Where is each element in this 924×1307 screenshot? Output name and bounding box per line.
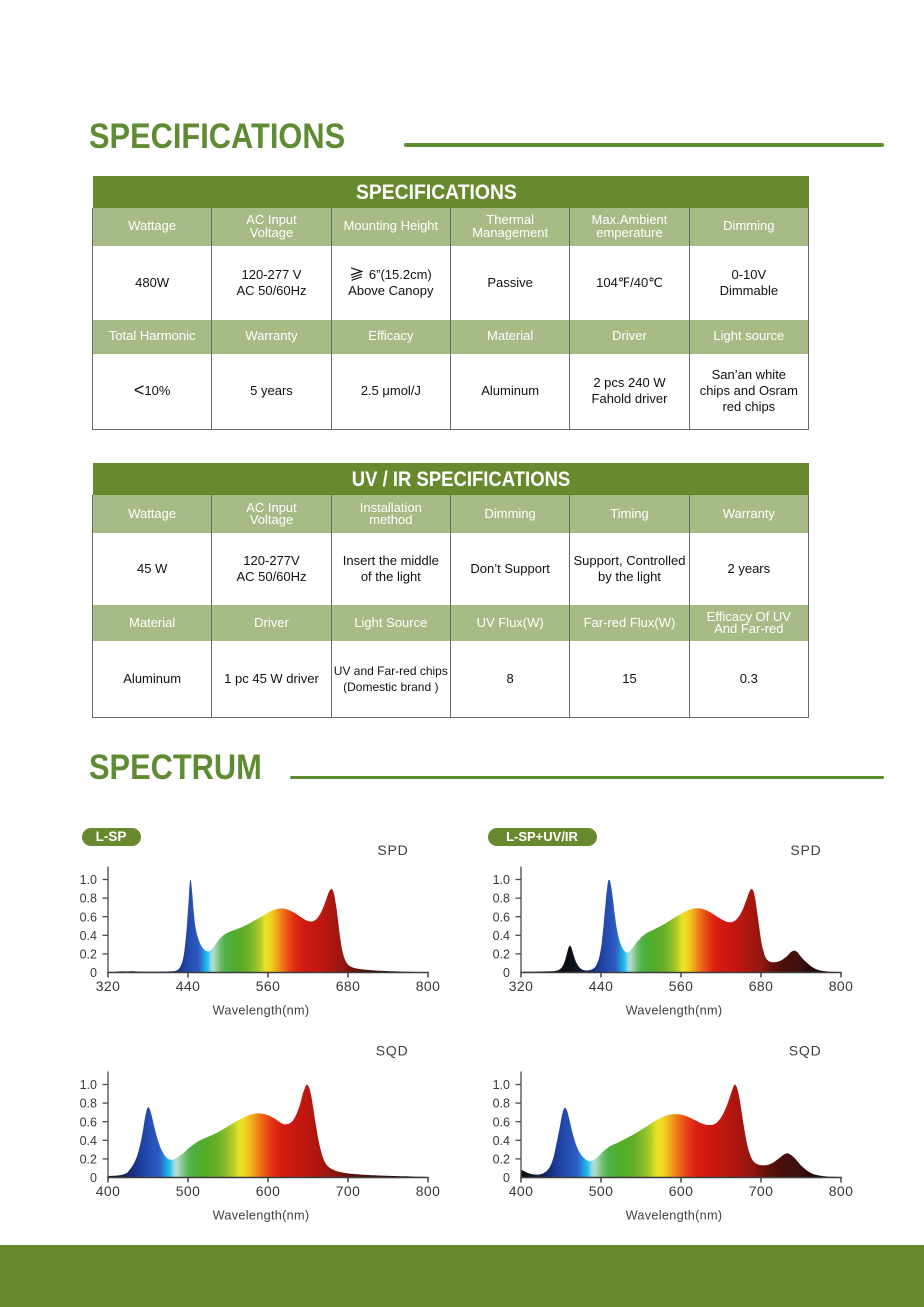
svg-text:320: 320 xyxy=(508,978,533,994)
svg-text:Wavelength(nm): Wavelength(nm) xyxy=(625,1003,722,1017)
svg-text:0: 0 xyxy=(90,1171,97,1185)
svg-text:600: 600 xyxy=(668,1183,693,1199)
svg-text:0.2: 0.2 xyxy=(492,948,509,962)
svg-text:Wavelength(nm): Wavelength(nm) xyxy=(213,1208,310,1222)
svg-text:1.0: 1.0 xyxy=(80,873,97,887)
svg-text:800: 800 xyxy=(828,978,853,994)
svg-text:SQD: SQD xyxy=(376,1043,409,1059)
svg-text:680: 680 xyxy=(748,978,773,994)
svg-text:0.4: 0.4 xyxy=(80,1134,97,1148)
svg-text:0: 0 xyxy=(503,966,510,980)
svg-text:400: 400 xyxy=(508,1183,533,1199)
svg-text:680: 680 xyxy=(336,978,361,994)
svg-text:400: 400 xyxy=(96,1183,121,1199)
svg-text:1.0: 1.0 xyxy=(492,1078,509,1092)
svg-text:800: 800 xyxy=(416,978,441,994)
svg-text:0.2: 0.2 xyxy=(80,1153,97,1167)
svg-text:600: 600 xyxy=(256,1183,281,1199)
svg-text:800: 800 xyxy=(416,1183,441,1199)
svg-text:0.6: 0.6 xyxy=(492,1115,509,1129)
svg-text:320: 320 xyxy=(96,978,121,994)
svg-text:0.2: 0.2 xyxy=(492,1153,509,1167)
svg-text:SQD: SQD xyxy=(788,1043,821,1059)
svg-text:SPD: SPD xyxy=(790,842,821,858)
svg-text:0.8: 0.8 xyxy=(492,892,509,906)
svg-text:700: 700 xyxy=(748,1183,773,1199)
svg-text:500: 500 xyxy=(176,1183,201,1199)
svg-text:0: 0 xyxy=(503,1171,510,1185)
svg-text:0.6: 0.6 xyxy=(80,1115,97,1129)
svg-text:0.8: 0.8 xyxy=(492,1097,509,1111)
svg-text:0: 0 xyxy=(90,966,97,980)
svg-text:Wavelength(nm): Wavelength(nm) xyxy=(625,1208,722,1222)
svg-text:1.0: 1.0 xyxy=(492,873,509,887)
svg-text:500: 500 xyxy=(588,1183,613,1199)
svg-text:440: 440 xyxy=(588,978,613,994)
svg-text:0.4: 0.4 xyxy=(492,1134,509,1148)
svg-text:0.2: 0.2 xyxy=(80,948,97,962)
svg-text:560: 560 xyxy=(668,978,693,994)
svg-text:0.6: 0.6 xyxy=(492,910,509,924)
svg-text:0.4: 0.4 xyxy=(80,929,97,943)
svg-text:1.0: 1.0 xyxy=(80,1078,97,1092)
svg-text:800: 800 xyxy=(828,1183,853,1199)
svg-text:560: 560 xyxy=(256,978,281,994)
svg-text:0.8: 0.8 xyxy=(80,1097,97,1111)
svg-text:0.6: 0.6 xyxy=(80,910,97,924)
svg-text:0.4: 0.4 xyxy=(492,929,509,943)
svg-text:700: 700 xyxy=(336,1183,361,1199)
svg-text:0.8: 0.8 xyxy=(80,892,97,906)
svg-text:Wavelength(nm): Wavelength(nm) xyxy=(213,1003,310,1017)
svg-text:440: 440 xyxy=(176,978,201,994)
svg-text:SPD: SPD xyxy=(377,842,408,858)
